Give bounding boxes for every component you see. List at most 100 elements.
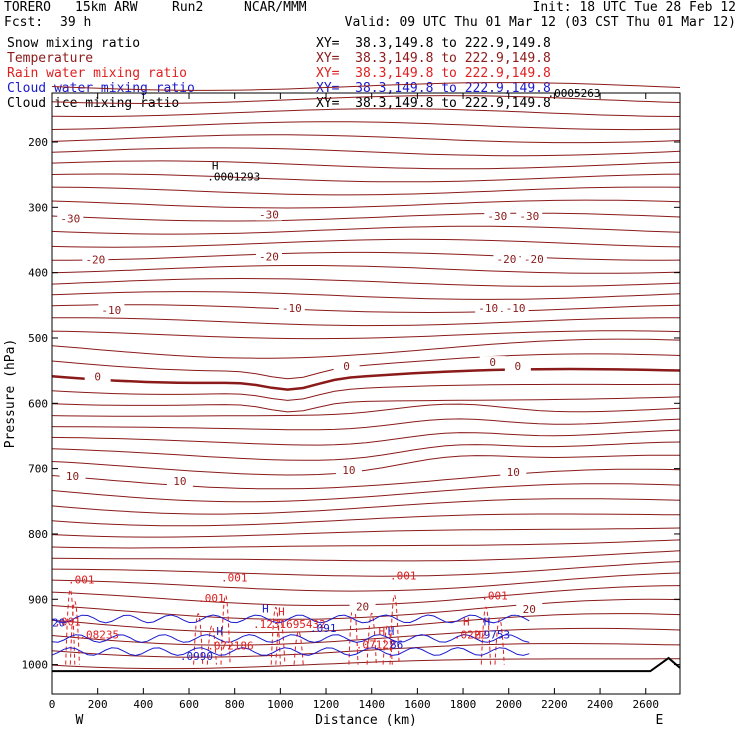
contour-label-bg bbox=[475, 301, 502, 314]
contour-annotation: .001 bbox=[390, 570, 417, 583]
isotherm-line bbox=[51, 82, 681, 91]
high-marker: H bbox=[463, 615, 470, 628]
isotherm-line bbox=[51, 418, 681, 431]
y-axis-label: Pressure (hPa) bbox=[3, 339, 18, 449]
isotherm-label: 0 bbox=[489, 356, 496, 369]
contour-label-bg bbox=[84, 370, 111, 383]
contour-label-bg bbox=[82, 253, 109, 266]
x-tick-label: 800 bbox=[225, 698, 245, 711]
fcst-value: 39 h bbox=[60, 15, 92, 30]
east-label: E bbox=[656, 713, 664, 728]
isotherm-label: -10 bbox=[478, 302, 498, 315]
isotherm-line bbox=[51, 212, 681, 222]
isotherm-line bbox=[51, 95, 681, 105]
x-tick-label: 2400 bbox=[587, 698, 614, 711]
isotherm-line bbox=[51, 454, 680, 476]
high-marker: H bbox=[474, 628, 481, 641]
contour-label-bg bbox=[502, 301, 529, 314]
legend-xy-0: XY= 38.3,149.8 to 222.9,149.8 bbox=[316, 36, 551, 51]
isotherm-label: 10 bbox=[173, 475, 186, 488]
legend-field-2: Rain water mixing ratio bbox=[7, 66, 188, 81]
rain-contour bbox=[220, 594, 231, 665]
x-tick-label: 0 bbox=[49, 698, 56, 711]
isotherm-line bbox=[52, 251, 681, 261]
x-tick-label: 200 bbox=[88, 698, 108, 711]
isotherm-label: 0 bbox=[94, 370, 101, 383]
rain-contour bbox=[65, 589, 76, 665]
contour-label-bg bbox=[166, 474, 193, 487]
isotherm-line bbox=[51, 658, 680, 670]
contour-label-bg bbox=[516, 603, 543, 616]
y-tick-label: 500 bbox=[28, 332, 48, 345]
y-tick-label: 200 bbox=[28, 136, 48, 149]
contour-annotation: .07122 bbox=[356, 638, 396, 651]
isotherm-label: 20 bbox=[356, 600, 369, 613]
contour-annotation: .0222 bbox=[454, 628, 487, 641]
contour-annotation: .08235 bbox=[79, 628, 119, 641]
high-marker: H bbox=[278, 606, 285, 619]
isotherm-line bbox=[51, 277, 681, 287]
isotherm-line bbox=[51, 199, 681, 209]
isotherm-line bbox=[51, 291, 681, 300]
isotherm-label: 10 bbox=[342, 464, 355, 477]
contour-label-bg bbox=[59, 469, 86, 482]
x-tick-label: 2200 bbox=[541, 698, 568, 711]
cloud-water-contour bbox=[51, 614, 530, 624]
isotherm-line bbox=[51, 317, 680, 327]
x-axis-label: Distance (km) bbox=[315, 713, 417, 728]
x-tick-label: 1200 bbox=[313, 698, 340, 711]
rain-contour bbox=[494, 618, 505, 665]
x-tick-label: 1800 bbox=[450, 698, 477, 711]
isotherm-label: 20 bbox=[523, 603, 536, 616]
contour-annotation: 20 bbox=[52, 617, 65, 630]
rain-contour bbox=[389, 594, 400, 665]
isotherm-line bbox=[51, 598, 681, 620]
isotherm-line bbox=[51, 468, 681, 490]
init-time: Init: 18 UTC Tue 28 Feb 12 bbox=[532, 0, 737, 15]
contour-label-bg bbox=[278, 301, 305, 314]
y-tick-label: 600 bbox=[28, 397, 48, 410]
contour-annotation: .0990 bbox=[180, 650, 213, 663]
isotherm-line bbox=[51, 160, 681, 170]
isotherm-line bbox=[51, 539, 681, 549]
isotherm-line bbox=[51, 383, 680, 401]
isotherm-line bbox=[51, 498, 681, 515]
isotherm-line bbox=[51, 513, 681, 527]
cloud-water-contour bbox=[51, 634, 530, 643]
isotherm-line bbox=[51, 396, 681, 413]
isotherm-line bbox=[51, 121, 681, 131]
contour-label-bg bbox=[484, 209, 511, 222]
y-tick-label: 400 bbox=[28, 267, 48, 280]
x-tick-label: 600 bbox=[179, 698, 199, 711]
contour-label-bg bbox=[57, 212, 84, 225]
isotherm-label: -10 bbox=[282, 302, 302, 315]
high-marker: H bbox=[484, 615, 491, 628]
x-tick-label: 400 bbox=[133, 698, 153, 711]
y-tick-label: 800 bbox=[28, 528, 48, 541]
model-resolution: 15km ARW bbox=[75, 0, 138, 15]
isotherm-line bbox=[51, 429, 681, 446]
isotherm-line bbox=[51, 186, 681, 196]
x-tick-label: 2000 bbox=[495, 698, 522, 711]
isotherm-label: -20 bbox=[524, 253, 544, 266]
x-tick-label: 1000 bbox=[267, 698, 294, 711]
isotherm-line bbox=[51, 304, 681, 314]
isotherm-line bbox=[51, 403, 681, 417]
isotherm-line bbox=[51, 353, 681, 380]
high-marker: H bbox=[216, 625, 223, 638]
rain-contour bbox=[193, 613, 204, 665]
contour-label-bg bbox=[333, 360, 360, 373]
isotherm-line bbox=[51, 572, 681, 592]
contour-annotation: .072186 bbox=[207, 640, 253, 653]
isotherm-line bbox=[51, 613, 681, 634]
legend-xy-3: XY= 38.3,149.8 to 222.9,149.8 bbox=[316, 81, 551, 96]
rain-contour bbox=[270, 607, 281, 665]
legend-xy-4: XY= 38.3,149.8 to 222.9,149.8 bbox=[316, 96, 551, 111]
isotherm-label: -30 bbox=[487, 210, 507, 223]
x-tick-label: 1400 bbox=[358, 698, 385, 711]
contour-label-bg bbox=[349, 600, 376, 613]
rain-contour bbox=[366, 612, 377, 665]
contour-layer bbox=[51, 82, 681, 673]
contour-annotation: .1231695432 bbox=[253, 618, 326, 631]
isotherm-label: -20 bbox=[259, 250, 279, 263]
